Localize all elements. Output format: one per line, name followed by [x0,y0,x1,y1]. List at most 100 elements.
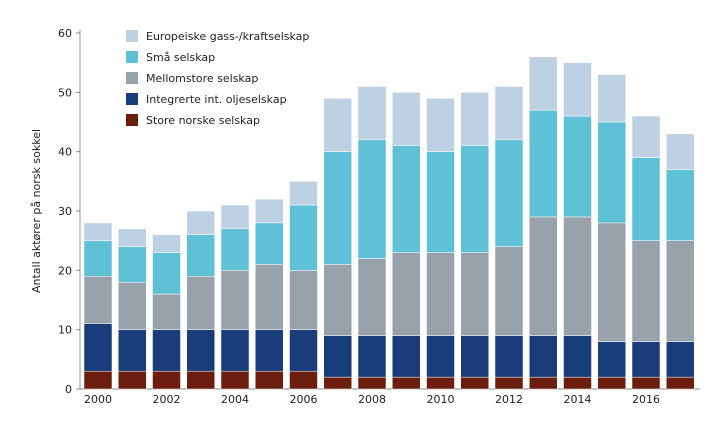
x-tick-label: 2000 [84,393,112,406]
bar-2012-series-4 [494,86,524,141]
bar-2005-series-0 [255,370,284,390]
bar-2006-series-3 [289,204,318,271]
y-tick-label: 0 [65,383,72,396]
bar-2013-series-4 [529,56,558,111]
bar-2004-series-3 [220,228,250,271]
bar-2011-series-4 [460,92,489,146]
bar-2001-series-1 [118,329,147,372]
legend-swatch-4 [126,30,138,42]
bar-2011-series-1 [460,335,489,378]
bar-2003-series-1 [186,329,215,372]
bar-2017-series-4 [666,133,695,170]
bar-2005-series-4 [255,198,284,224]
y-tick-label: 40 [58,146,72,159]
legend-label-0: Store norske selskap [146,114,260,127]
bar-2001-series-4 [118,228,147,247]
bar-2014-series-1 [563,335,592,378]
bar-2001-series-0 [118,370,147,390]
bar-2016-series-4 [631,115,661,158]
y-tick-label: 50 [58,86,72,99]
bar-2004-series-2 [220,270,250,330]
bar-2003-series-2 [186,276,215,330]
bar-2010-series-3 [426,151,455,253]
y-tick-label: 20 [58,264,72,277]
bar-2012-series-3 [494,139,524,247]
bar-2011-series-3 [460,145,489,253]
legend-label-2: Mellomstore selskap [146,72,258,85]
bar-2008-series-0 [357,376,387,390]
bar-2001-series-3 [118,246,147,283]
bar-2000-series-0 [83,370,113,390]
bar-2002-series-1 [152,329,181,372]
bar-2002-series-0 [152,370,181,390]
bar-2007-series-1 [323,335,352,378]
x-tick-label: 2010 [427,393,455,406]
bar-2017-series-0 [666,376,695,390]
x-tick-label: 2006 [290,393,318,406]
bar-2008-series-2 [357,258,387,336]
bar-2006-series-0 [289,370,318,390]
x-tick-label: 2008 [358,393,386,406]
bar-2015-series-1 [597,341,626,378]
bar-2000-series-3 [83,240,113,277]
bar-2010-series-0 [426,376,455,390]
legend-label-4: Europeiske gass-/kraftselskap [146,30,309,43]
bar-2005-series-3 [255,222,284,265]
bar-2006-series-1 [289,329,318,372]
bar-2006-series-2 [289,270,318,330]
bar-2009-series-1 [392,335,421,378]
bar-2008-series-4 [357,86,387,141]
legend-swatch-0 [126,114,138,126]
legend-label-1: Integrerte int. oljeselskap [146,93,287,106]
bar-2004-series-1 [220,329,250,372]
bar-2013-series-1 [529,335,558,378]
bar-2003-series-0 [186,370,215,390]
x-tick-label: 2014 [564,393,592,406]
bar-2008-series-1 [357,335,387,378]
bar-2014-series-3 [563,115,592,218]
bar-2005-series-1 [255,329,284,372]
bar-2009-series-3 [392,145,421,253]
bar-2007-series-0 [323,376,352,390]
bar-2016-series-3 [631,157,661,241]
y-tick-label: 60 [58,27,72,40]
bar-2010-series-1 [426,335,455,378]
bar-2010-series-4 [426,98,455,152]
bar-2016-series-1 [631,341,661,378]
bar-2003-series-4 [186,210,215,235]
legend-swatch-1 [126,93,138,105]
bar-2014-series-4 [563,62,592,117]
bar-2012-series-2 [494,246,524,336]
bar-2015-series-0 [597,376,626,390]
bar-2013-series-2 [529,216,558,336]
bar-2002-series-4 [152,234,181,253]
bar-2017-series-2 [666,240,695,342]
bar-2001-series-2 [118,281,147,330]
y-tick-label: 10 [58,324,72,337]
bar-2011-series-2 [460,252,489,336]
y-tick-label: 30 [58,205,72,218]
bar-2000-series-1 [83,323,113,372]
bar-2015-series-3 [597,121,626,224]
bar-2008-series-3 [357,139,387,259]
bar-2005-series-2 [255,264,284,330]
bar-2004-series-4 [220,204,250,230]
bar-2015-series-2 [597,222,626,342]
bar-2002-series-2 [152,293,181,330]
bar-2015-series-4 [597,74,626,123]
bar-2017-series-1 [666,341,695,378]
x-tick-label: 2016 [632,393,660,406]
bar-2010-series-2 [426,252,455,336]
bar-2006-series-4 [289,181,318,206]
bar-2007-series-2 [323,264,352,336]
bar-2003-series-3 [186,234,215,277]
x-tick-label: 2002 [153,393,181,406]
legend-swatch-3 [126,51,138,63]
bar-2013-series-3 [529,109,558,218]
bar-2000-series-2 [83,276,113,324]
bar-2009-series-2 [392,252,421,336]
bar-2000-series-4 [83,222,113,241]
bar-2017-series-3 [666,169,695,241]
